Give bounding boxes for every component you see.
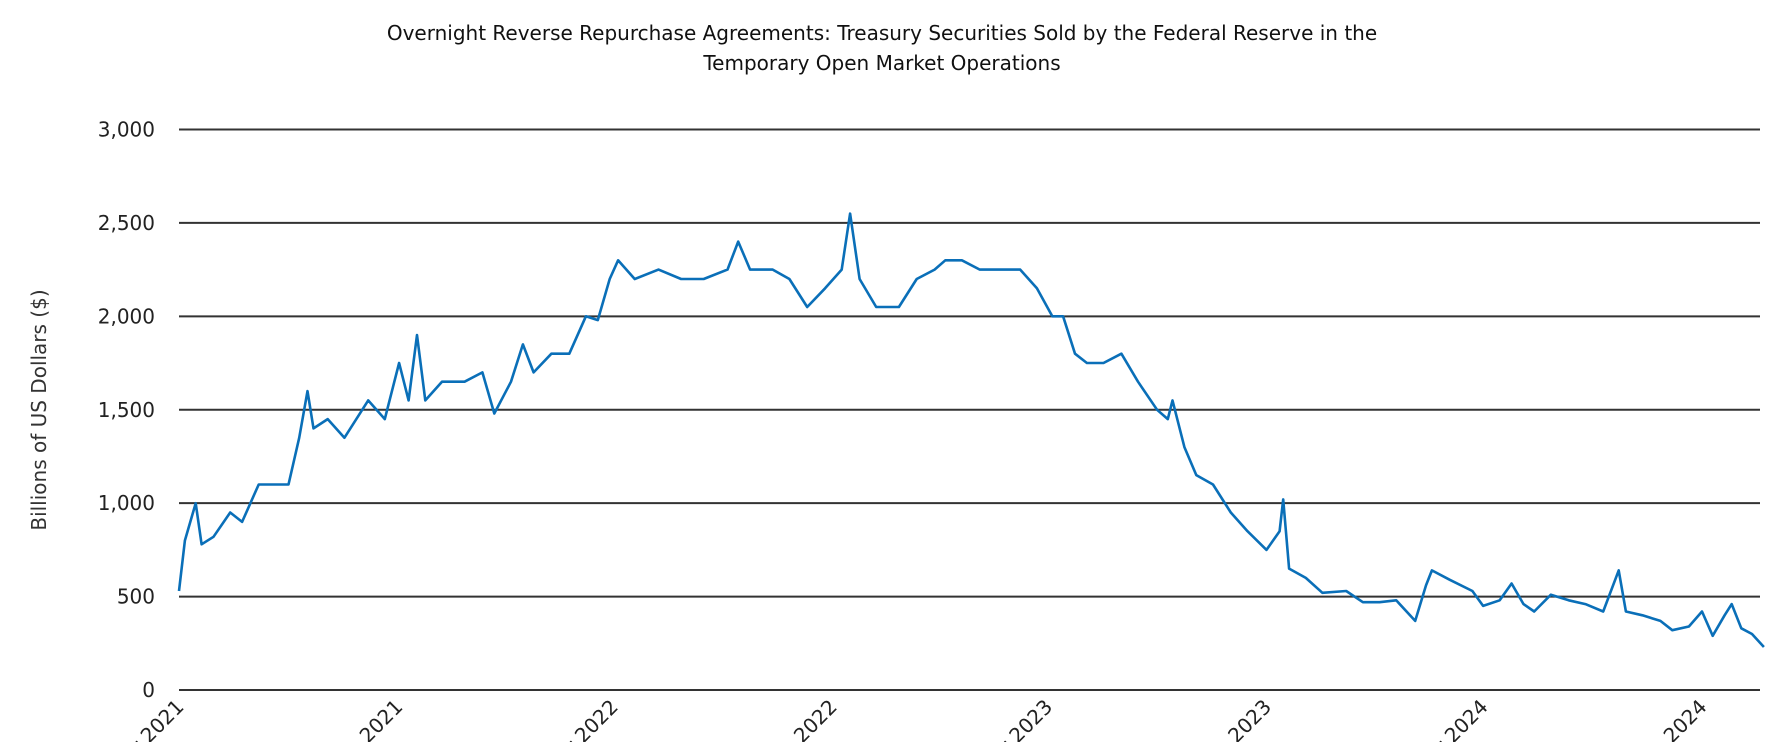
y-axis-label: Billions of US Dollars ($) [27,289,51,530]
gridlines [179,128,1760,691]
series-layer [177,212,1765,648]
y-tick-label: 1,000 [98,491,155,515]
x-tick-label: Sep 2022 [758,695,842,742]
x-tick-labels: Mar 2021 Sep 2021 Mar 2022 Sep 2022 Mar 2023… [104,695,1711,742]
y-tick-label: 0 [142,678,155,702]
y-tick-label: 2,500 [98,211,155,235]
y-tick-label: 500 [117,585,155,609]
chart-title-line-2: Temporary Open Market Operations [702,51,1060,75]
chart-title-line-1: Overnight Reverse Repurchase Agreements:… [387,21,1377,45]
y-tick-label: 3,000 [98,118,155,142]
y-tick-label: 1,500 [98,398,155,422]
x-tick-label: Sep 2023 [1192,695,1276,742]
x-tick-label: Mar 2023 [973,695,1057,742]
x-tick-label: Sep 2021 [323,695,407,742]
y-tick-labels: 0 500 1,000 1,500 2,000 2,500 3,000 [98,118,155,703]
x-tick-label: Mar 2022 [539,695,623,742]
x-tick-label: Mar 2024 [1408,695,1492,742]
x-tick-label: Sep 2024 [1627,695,1711,742]
y-tick-label: 2,000 [98,304,155,328]
series-line [177,212,1765,648]
